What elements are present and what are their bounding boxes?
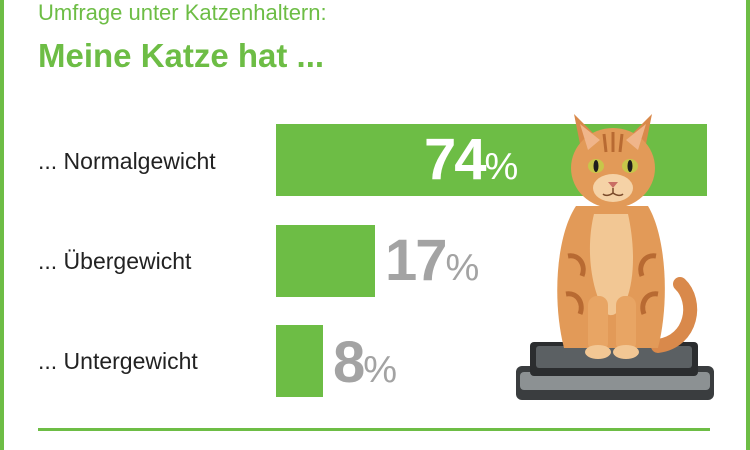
frame-left-border [0,0,4,450]
cat-on-scale-icon [508,96,718,412]
data-label: 74% [424,130,518,205]
value-unit: % [445,247,480,289]
category-label: ... Untergewicht [38,348,198,374]
data-label: 8% [333,333,397,408]
chart-subtitle: Umfrage unter Katzenhaltern: [38,0,327,25]
value-unit: % [363,349,398,391]
value-number: 74 [424,127,486,192]
frame-right-border [746,0,750,450]
bottom-rule [38,428,710,431]
value-number: 8 [333,330,365,395]
value-unit: % [484,146,519,188]
chart-title: Meine Katze hat ... [38,37,325,74]
value-number: 17 [385,228,447,293]
category-label: ... Übergewicht [38,248,192,274]
data-label: 17% [385,231,479,306]
bar [276,225,375,297]
bar [276,325,323,397]
category-label: ... Normalgewicht [38,148,216,174]
